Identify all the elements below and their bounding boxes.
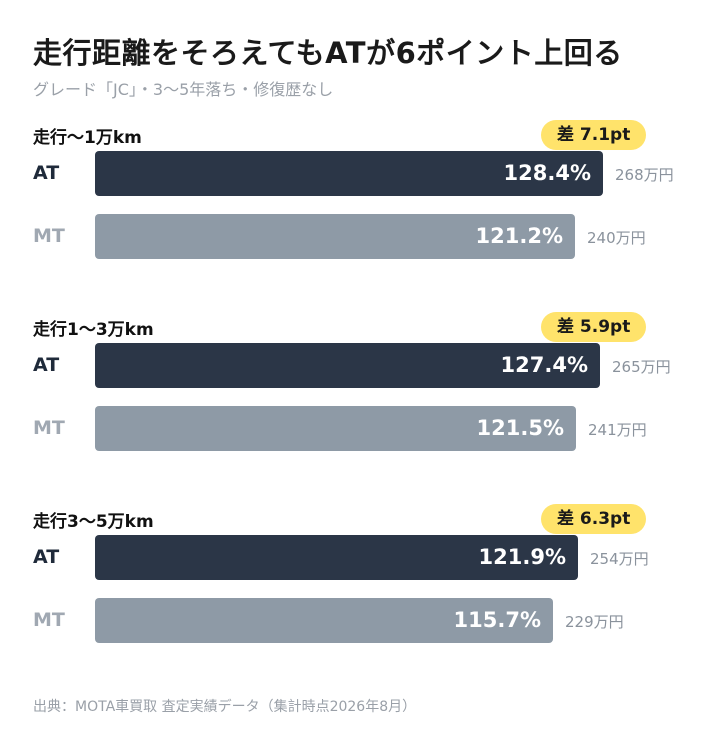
bar-value-label: 115.7% <box>453 608 541 632</box>
difference-badge: 差 5.9pt <box>541 312 647 342</box>
bar-value-label: 128.4% <box>503 161 591 185</box>
bar-at: 127.4% <box>95 343 600 388</box>
bar-mt: 121.2% <box>95 214 575 259</box>
price-label: 268万円 <box>615 166 674 184</box>
row-label-mt: MT <box>33 225 65 247</box>
price-label: 240万円 <box>587 229 646 247</box>
row-label-at: AT <box>33 546 60 568</box>
chart-title: 走行距離をそろえてもATが6ポイント上回る <box>33 36 623 70</box>
bar-value-label: 121.9% <box>478 545 566 569</box>
bar-at: 128.4% <box>95 151 603 196</box>
group-label: 走行〜1万km <box>33 128 142 148</box>
row-label-at: AT <box>33 162 60 184</box>
bar-value-label: 121.5% <box>476 416 564 440</box>
price-label: 229万円 <box>565 613 624 631</box>
bar-value-label: 127.4% <box>500 353 588 377</box>
price-label: 241万円 <box>588 421 647 439</box>
bar-mt: 115.7% <box>95 598 553 643</box>
difference-badge: 差 7.1pt <box>541 120 647 150</box>
row-label-at: AT <box>33 354 60 376</box>
price-label: 265万円 <box>612 358 671 376</box>
bar-at: 121.9% <box>95 535 578 580</box>
group-label: 走行3〜5万km <box>33 512 154 532</box>
source-note: 出典：MOTA車買取 査定実績データ（集計時点2026年8月） <box>33 699 417 715</box>
group-label: 走行1〜3万km <box>33 320 154 340</box>
row-label-mt: MT <box>33 609 65 631</box>
price-label: 254万円 <box>590 550 649 568</box>
bar-mt: 121.5% <box>95 406 576 451</box>
chart-subtitle: グレード「JC」・3〜5年落ち・修復歴なし <box>33 80 334 99</box>
row-label-mt: MT <box>33 417 65 439</box>
difference-badge: 差 6.3pt <box>541 504 647 534</box>
bar-value-label: 121.2% <box>475 224 563 248</box>
